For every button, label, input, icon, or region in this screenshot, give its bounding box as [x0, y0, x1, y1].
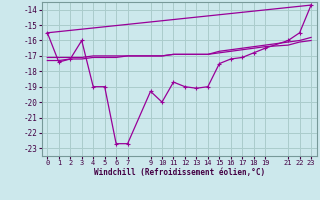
X-axis label: Windchill (Refroidissement éolien,°C): Windchill (Refroidissement éolien,°C) [94, 168, 265, 177]
